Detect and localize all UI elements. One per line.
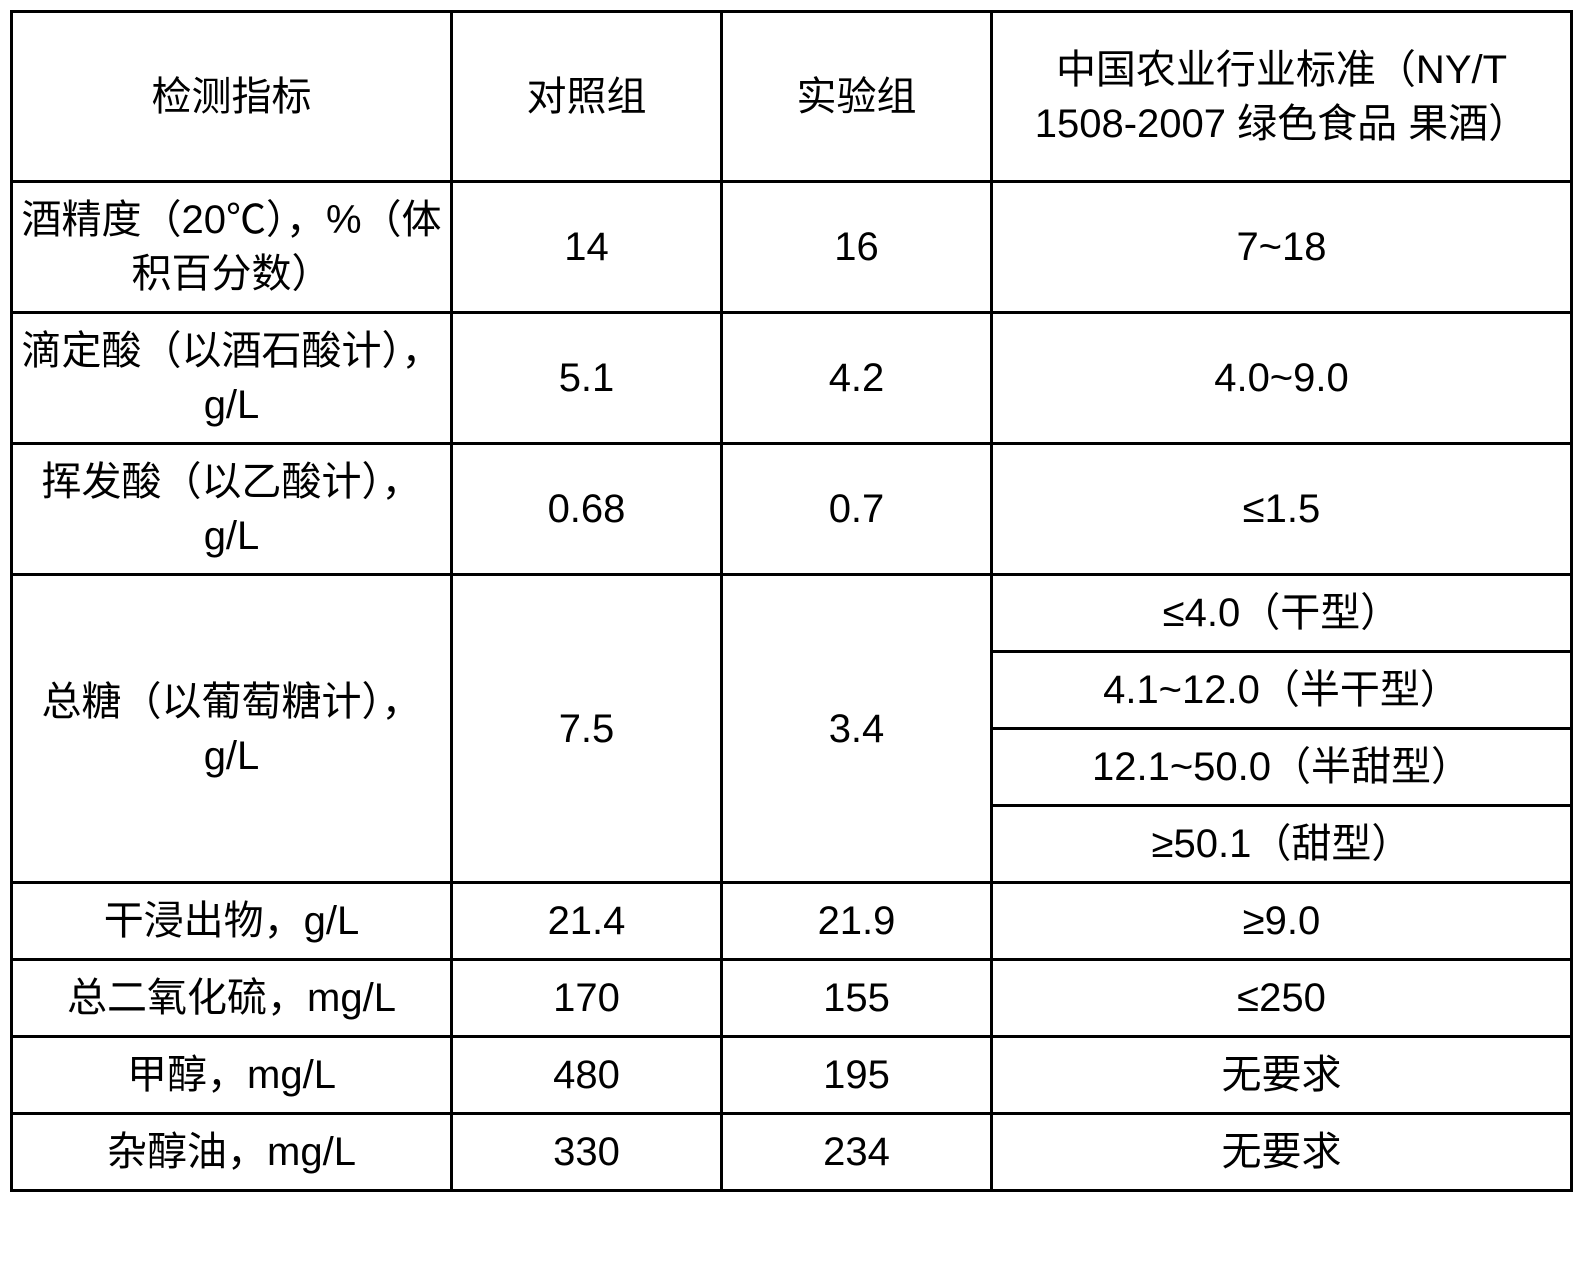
cell-exp: 4.2 bbox=[722, 313, 992, 444]
cell-label: 甲醇，mg/L bbox=[12, 1037, 452, 1114]
cell-std-sub: 12.1~50.0（半甜型） bbox=[992, 729, 1572, 806]
cell-exp: 155 bbox=[722, 960, 992, 1037]
cell-std: 无要求 bbox=[992, 1114, 1572, 1191]
cell-label: 干浸出物，g/L bbox=[12, 883, 452, 960]
cell-label: 滴定酸（以酒石酸计），g/L bbox=[12, 313, 452, 444]
table-row: 杂醇油，mg/L 330 234 无要求 bbox=[12, 1114, 1572, 1191]
table-row: 总二氧化硫，mg/L 170 155 ≤250 bbox=[12, 960, 1572, 1037]
cell-std-sub: ≤4.0（干型） bbox=[992, 575, 1572, 652]
cell-std-sub: ≥50.1（甜型） bbox=[992, 806, 1572, 883]
cell-label: 挥发酸（以乙酸计），g/L bbox=[12, 444, 452, 575]
cell-label: 杂醇油，mg/L bbox=[12, 1114, 452, 1191]
cell-control: 5.1 bbox=[452, 313, 722, 444]
header-indicator: 检测指标 bbox=[12, 12, 452, 182]
table-row: 总糖（以葡萄糖计），g/L 7.5 3.4 ≤4.0（干型） bbox=[12, 575, 1572, 652]
cell-std: ≥9.0 bbox=[992, 883, 1572, 960]
cell-control: 7.5 bbox=[452, 575, 722, 883]
cell-std: 4.0~9.0 bbox=[992, 313, 1572, 444]
cell-exp: 0.7 bbox=[722, 444, 992, 575]
header-standard: 中国农业行业标准（NY/T 1508-2007 绿色食品 果酒） bbox=[992, 12, 1572, 182]
table-row: 酒精度（20℃），%（体积百分数） 14 16 7~18 bbox=[12, 182, 1572, 313]
cell-control: 14 bbox=[452, 182, 722, 313]
cell-exp: 195 bbox=[722, 1037, 992, 1114]
cell-exp: 16 bbox=[722, 182, 992, 313]
cell-exp: 21.9 bbox=[722, 883, 992, 960]
cell-std: ≤1.5 bbox=[992, 444, 1572, 575]
cell-control: 0.68 bbox=[452, 444, 722, 575]
cell-control: 480 bbox=[452, 1037, 722, 1114]
cell-std: 无要求 bbox=[992, 1037, 1572, 1114]
cell-control: 170 bbox=[452, 960, 722, 1037]
cell-label: 总糖（以葡萄糖计），g/L bbox=[12, 575, 452, 883]
cell-label: 酒精度（20℃），%（体积百分数） bbox=[12, 182, 452, 313]
data-table: 检测指标 对照组 实验组 中国农业行业标准（NY/T 1508-2007 绿色食… bbox=[10, 10, 1573, 1192]
header-control: 对照组 bbox=[452, 12, 722, 182]
table-row: 甲醇，mg/L 480 195 无要求 bbox=[12, 1037, 1572, 1114]
header-experimental: 实验组 bbox=[722, 12, 992, 182]
table-row: 干浸出物，g/L 21.4 21.9 ≥9.0 bbox=[12, 883, 1572, 960]
cell-label: 总二氧化硫，mg/L bbox=[12, 960, 452, 1037]
cell-std: ≤250 bbox=[992, 960, 1572, 1037]
cell-std: 7~18 bbox=[992, 182, 1572, 313]
cell-control: 330 bbox=[452, 1114, 722, 1191]
table-header-row: 检测指标 对照组 实验组 中国农业行业标准（NY/T 1508-2007 绿色食… bbox=[12, 12, 1572, 182]
cell-std-sub: 4.1~12.0（半干型） bbox=[992, 652, 1572, 729]
cell-control: 21.4 bbox=[452, 883, 722, 960]
table-row: 滴定酸（以酒石酸计），g/L 5.1 4.2 4.0~9.0 bbox=[12, 313, 1572, 444]
cell-exp: 234 bbox=[722, 1114, 992, 1191]
table-row: 挥发酸（以乙酸计），g/L 0.68 0.7 ≤1.5 bbox=[12, 444, 1572, 575]
cell-exp: 3.4 bbox=[722, 575, 992, 883]
